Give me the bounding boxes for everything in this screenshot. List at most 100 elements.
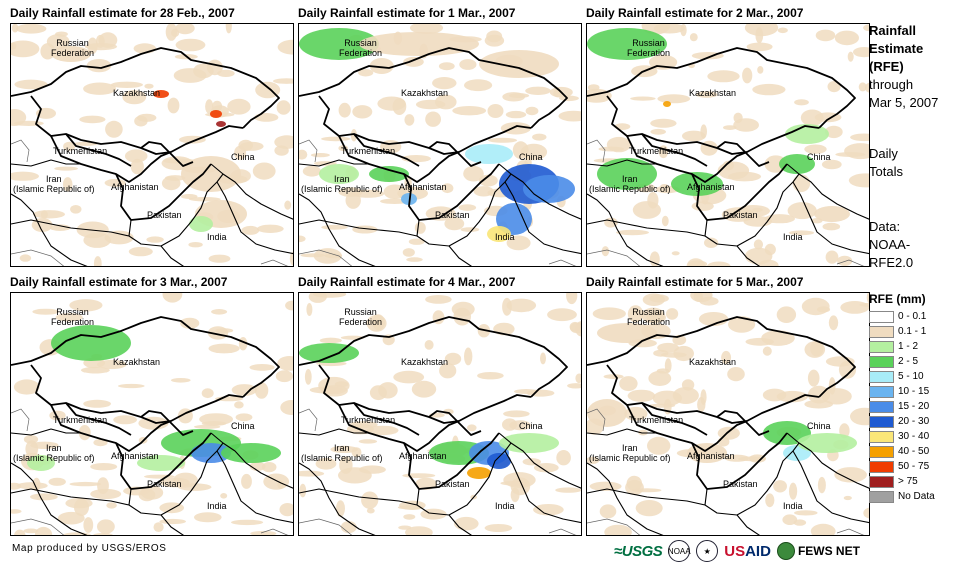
rainfall-patch [11, 42, 17, 50]
country-label-china: China [519, 421, 543, 431]
country-border [353, 133, 420, 167]
rainfall-patch [821, 388, 852, 405]
rainfall-patch [707, 70, 740, 83]
rainfall-patch [188, 242, 203, 248]
sidebar-totals: Daily Totals [869, 145, 903, 181]
rainfall-patch [321, 136, 351, 142]
legend-title: RFE (mm) [869, 292, 926, 306]
rainfall-patch [199, 413, 234, 426]
rainfall-patch [256, 224, 284, 233]
rainfall-patch [601, 246, 610, 257]
rainfall-patch [575, 373, 581, 384]
rainfall-patch [502, 92, 526, 102]
rainfall-patch [619, 376, 638, 392]
rainfall-patch [647, 436, 671, 455]
rainfall-patch [254, 113, 279, 122]
country-border [587, 428, 693, 444]
country-border [11, 47, 280, 129]
country-border [115, 432, 212, 490]
country-label-india: India [783, 232, 803, 242]
rainfall-patch [533, 463, 559, 473]
coastline [299, 249, 353, 266]
rainfall-patch [93, 439, 108, 447]
rainfall-patch [866, 293, 869, 304]
country-label-russia: Russian Federation [339, 307, 383, 327]
rainfall-patch [175, 24, 195, 35]
legend-swatch [869, 430, 894, 443]
coastline [548, 528, 577, 535]
country-border [786, 432, 869, 489]
rainfall-patch [648, 370, 672, 386]
country-label-afghanistan: Afghanistan [399, 182, 447, 192]
country-border [416, 173, 512, 247]
rainfall-patch [234, 401, 244, 409]
rainfall-patch [522, 458, 541, 466]
rainfall-patch [299, 28, 379, 60]
rainfall-patch [569, 322, 581, 334]
rainfall-patch [840, 301, 869, 314]
rainfall-patch [165, 24, 178, 41]
rainfall-patch [13, 379, 40, 395]
legend-label: 30 - 40 [898, 431, 930, 442]
country-border [416, 442, 512, 516]
panel-title: Daily Rainfall estimate for 3 Mar., 2007 [10, 275, 228, 289]
rainfall-patch [369, 385, 387, 401]
rainfall-patch [661, 215, 669, 227]
rainfall-patch [532, 133, 547, 141]
rainfall-patch [201, 388, 214, 399]
rainfall-patch [441, 183, 454, 194]
rainfall-patch [275, 370, 293, 383]
legend-item: 2 - 5 [869, 354, 961, 369]
rainfall-patch [167, 97, 180, 114]
logo-strip: ≈USGS NOAA ★ USAID FEWS NET [614, 538, 860, 564]
rainfall-patch [728, 171, 761, 182]
rainfall-patch [11, 171, 39, 181]
rainfall-patch [276, 100, 291, 115]
country-border [626, 404, 748, 452]
dhs-seal-icon: ★ [696, 540, 719, 562]
rainfall-patch [128, 246, 153, 257]
rainfall-patch [804, 144, 827, 154]
legend-item: 10 - 15 [869, 384, 961, 399]
legend-label: 20 - 30 [898, 416, 930, 427]
rainfall-patch [277, 356, 293, 371]
legend-item: 15 - 20 [869, 399, 961, 414]
sidebar-title-line2: Estimate [869, 41, 924, 56]
country-border [210, 432, 293, 489]
legend-label: 5 - 10 [898, 371, 924, 382]
coastline [587, 139, 606, 163]
country-border [606, 95, 820, 155]
rainfall-patch [97, 519, 115, 534]
rainfall-patch [55, 31, 68, 37]
map-panel: Daily Rainfall estimate for 2 Mar., 2007… [586, 6, 870, 267]
rainfall-patch [742, 67, 753, 84]
rainfall-patch [16, 24, 47, 34]
rainfall-patch [165, 175, 186, 181]
rainfall-patch [306, 303, 313, 316]
rainfall-patch [235, 413, 253, 422]
rainfall-patch [358, 439, 378, 444]
rainfall-patch [358, 69, 374, 77]
country-label-kazakhstan: Kazakhstan [113, 357, 161, 367]
country-label-russia: Russian Federation [339, 38, 383, 58]
country-border [716, 141, 770, 167]
rainfall-patch [402, 473, 436, 478]
rainfall-patch [321, 224, 348, 230]
country-border [65, 133, 132, 167]
rainfall-patch [660, 184, 669, 189]
rainfall-patch [800, 109, 824, 127]
legend-swatch [869, 460, 894, 473]
rainfall-patch [284, 200, 292, 210]
rainfall-patch [728, 316, 756, 333]
rainfall-patch [210, 110, 222, 118]
country-border [140, 410, 194, 436]
country-border [30, 95, 244, 155]
country-border [50, 135, 172, 183]
legend-item: 30 - 40 [869, 429, 961, 444]
country-label-india: India [495, 232, 515, 242]
legend-label: 40 - 50 [898, 446, 930, 457]
rainfall-patch [599, 504, 617, 519]
rainfall-patch [217, 69, 235, 77]
rainfall-patch [464, 79, 493, 92]
rainfall-patch [727, 367, 745, 382]
